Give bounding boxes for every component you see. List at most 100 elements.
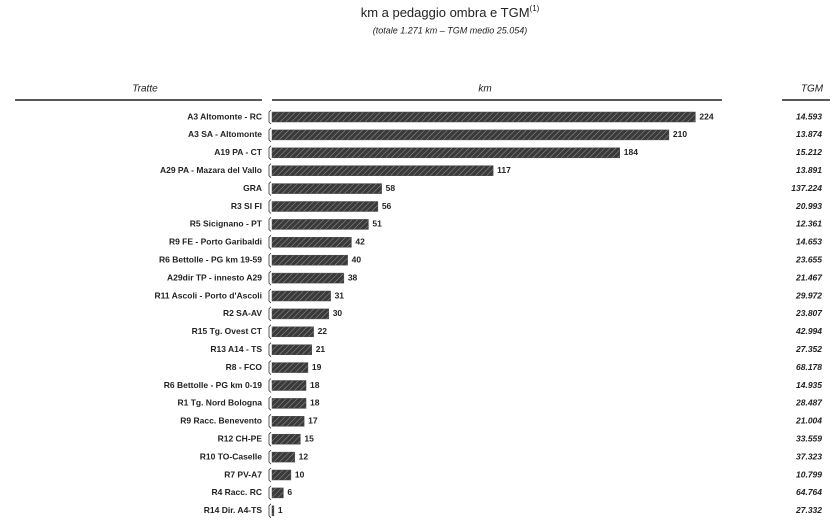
data-label: 184 <box>624 147 638 157</box>
bar <box>271 237 352 248</box>
data-label: 18 <box>310 380 320 390</box>
row-bracket <box>268 342 272 357</box>
bar <box>271 380 307 391</box>
chart-subtitle: (totale 1.271 km – TGM medio 25.054) <box>373 25 528 35</box>
bar <box>271 272 345 284</box>
tgm-value: 21.467 <box>795 272 823 282</box>
row-label: R15 Tg. Ovest CT <box>192 326 263 336</box>
bar <box>271 505 275 517</box>
row-bracket <box>268 503 272 519</box>
row-label: R11 Ascoli - Porto d'Ascoli <box>154 290 262 300</box>
row-label: GRA <box>243 183 262 193</box>
tgm-value: 68.178 <box>796 362 822 372</box>
row-label: R6 Bettolle - PG km 0-19 <box>164 380 263 390</box>
row-label: A3 SA - Altomonte <box>188 129 262 139</box>
data-label: 210 <box>673 129 687 139</box>
tgm-value: 10.799 <box>796 469 822 479</box>
tgm-value: 14.935 <box>796 380 822 390</box>
data-label: 58 <box>386 183 396 193</box>
row-label: A29dir TP - innesto A29 <box>167 272 262 282</box>
bar <box>271 469 292 481</box>
row-label: R14 Dir. A4-TS <box>204 505 263 515</box>
bar <box>271 147 621 159</box>
row-bracket <box>268 217 272 232</box>
data-label: 56 <box>382 201 392 211</box>
bar <box>271 362 309 373</box>
row-bracket <box>268 109 272 125</box>
tgm-value: 23.655 <box>795 254 822 264</box>
tgm-value: 33.559 <box>796 433 822 443</box>
row-bracket <box>268 324 272 340</box>
tgm-value: 23.807 <box>795 308 823 318</box>
row-bracket <box>268 431 272 447</box>
column-header: km <box>478 84 491 95</box>
row-label: R3 SI FI <box>231 201 262 211</box>
row-label: A3 Altomonte - RC <box>187 111 262 121</box>
row-label: R13 A14 - TS <box>210 344 262 354</box>
row-label: R1 Tg. Nord Bologna <box>177 398 262 408</box>
row-label: R10 TO-Caselle <box>200 451 262 461</box>
row-label: R5 Sicignano - PT <box>190 219 263 229</box>
data-label: 38 <box>348 272 358 282</box>
tgm-value: 42.994 <box>795 326 822 336</box>
row-label: R9 FE - Porto Garibaldi <box>169 237 262 247</box>
row-bracket <box>268 145 272 161</box>
bar <box>271 433 301 445</box>
data-label: 19 <box>312 362 322 372</box>
tgm-value: 13.874 <box>796 129 822 139</box>
bar <box>271 165 494 176</box>
row-label: R2 SA-AV <box>223 308 262 318</box>
tgm-value: 21.004 <box>795 416 822 426</box>
tgm-value: 14.593 <box>796 111 822 121</box>
row-bracket <box>268 360 272 375</box>
bar <box>271 219 369 230</box>
tgm-value: 12.361 <box>796 219 822 229</box>
row-bracket <box>268 181 272 196</box>
column-header: Tratte <box>132 84 158 95</box>
data-label: 31 <box>335 290 345 300</box>
bar <box>271 254 348 266</box>
row-bracket <box>268 270 272 286</box>
tgm-value: 14.653 <box>796 237 822 247</box>
bar <box>271 308 329 320</box>
row-label: R6 Bettolle - PG km 19-59 <box>159 254 262 264</box>
bar <box>271 201 379 212</box>
data-label: 18 <box>310 398 320 408</box>
data-label: 15 <box>304 433 314 443</box>
bar <box>271 326 314 338</box>
row-bracket <box>268 396 272 411</box>
row-bracket <box>268 449 272 465</box>
row-label: R7 PV-A7 <box>224 469 262 479</box>
tgm-value: 64.764 <box>796 487 822 497</box>
data-label: 117 <box>497 165 511 175</box>
tgm-value: 27.332 <box>795 505 822 515</box>
data-label: 40 <box>352 254 362 264</box>
row-bracket <box>268 414 272 429</box>
row-bracket <box>268 163 272 178</box>
row-label: R4 Racc. RC <box>211 487 262 497</box>
bar <box>271 290 331 302</box>
row-label: A29 PA - Mazara del Vallo <box>160 165 262 175</box>
row-label: R9 Racc. Benevento <box>180 416 262 426</box>
row-label: R12 CH-PE <box>218 433 263 443</box>
data-label: 10 <box>295 469 305 479</box>
bar <box>271 111 696 123</box>
data-label: 1 <box>278 505 283 515</box>
data-label: 30 <box>333 308 343 318</box>
bar <box>271 398 307 409</box>
data-label: 17 <box>308 416 318 426</box>
bar <box>271 416 305 427</box>
tgm-value: 13.891 <box>796 165 822 175</box>
tgm-value: 15.212 <box>796 147 822 157</box>
row-label: A19 PA - CT <box>214 147 263 157</box>
data-label: 21 <box>316 344 326 354</box>
tgm-value: 27.352 <box>795 344 822 354</box>
data-label: 12 <box>299 451 309 461</box>
bar <box>271 487 284 499</box>
row-label: R8 - FCO <box>226 362 263 372</box>
row-bracket <box>268 199 272 214</box>
bar <box>271 129 670 141</box>
row-bracket <box>268 306 272 322</box>
column-header: TGM <box>801 84 824 95</box>
row-bracket <box>268 467 272 483</box>
